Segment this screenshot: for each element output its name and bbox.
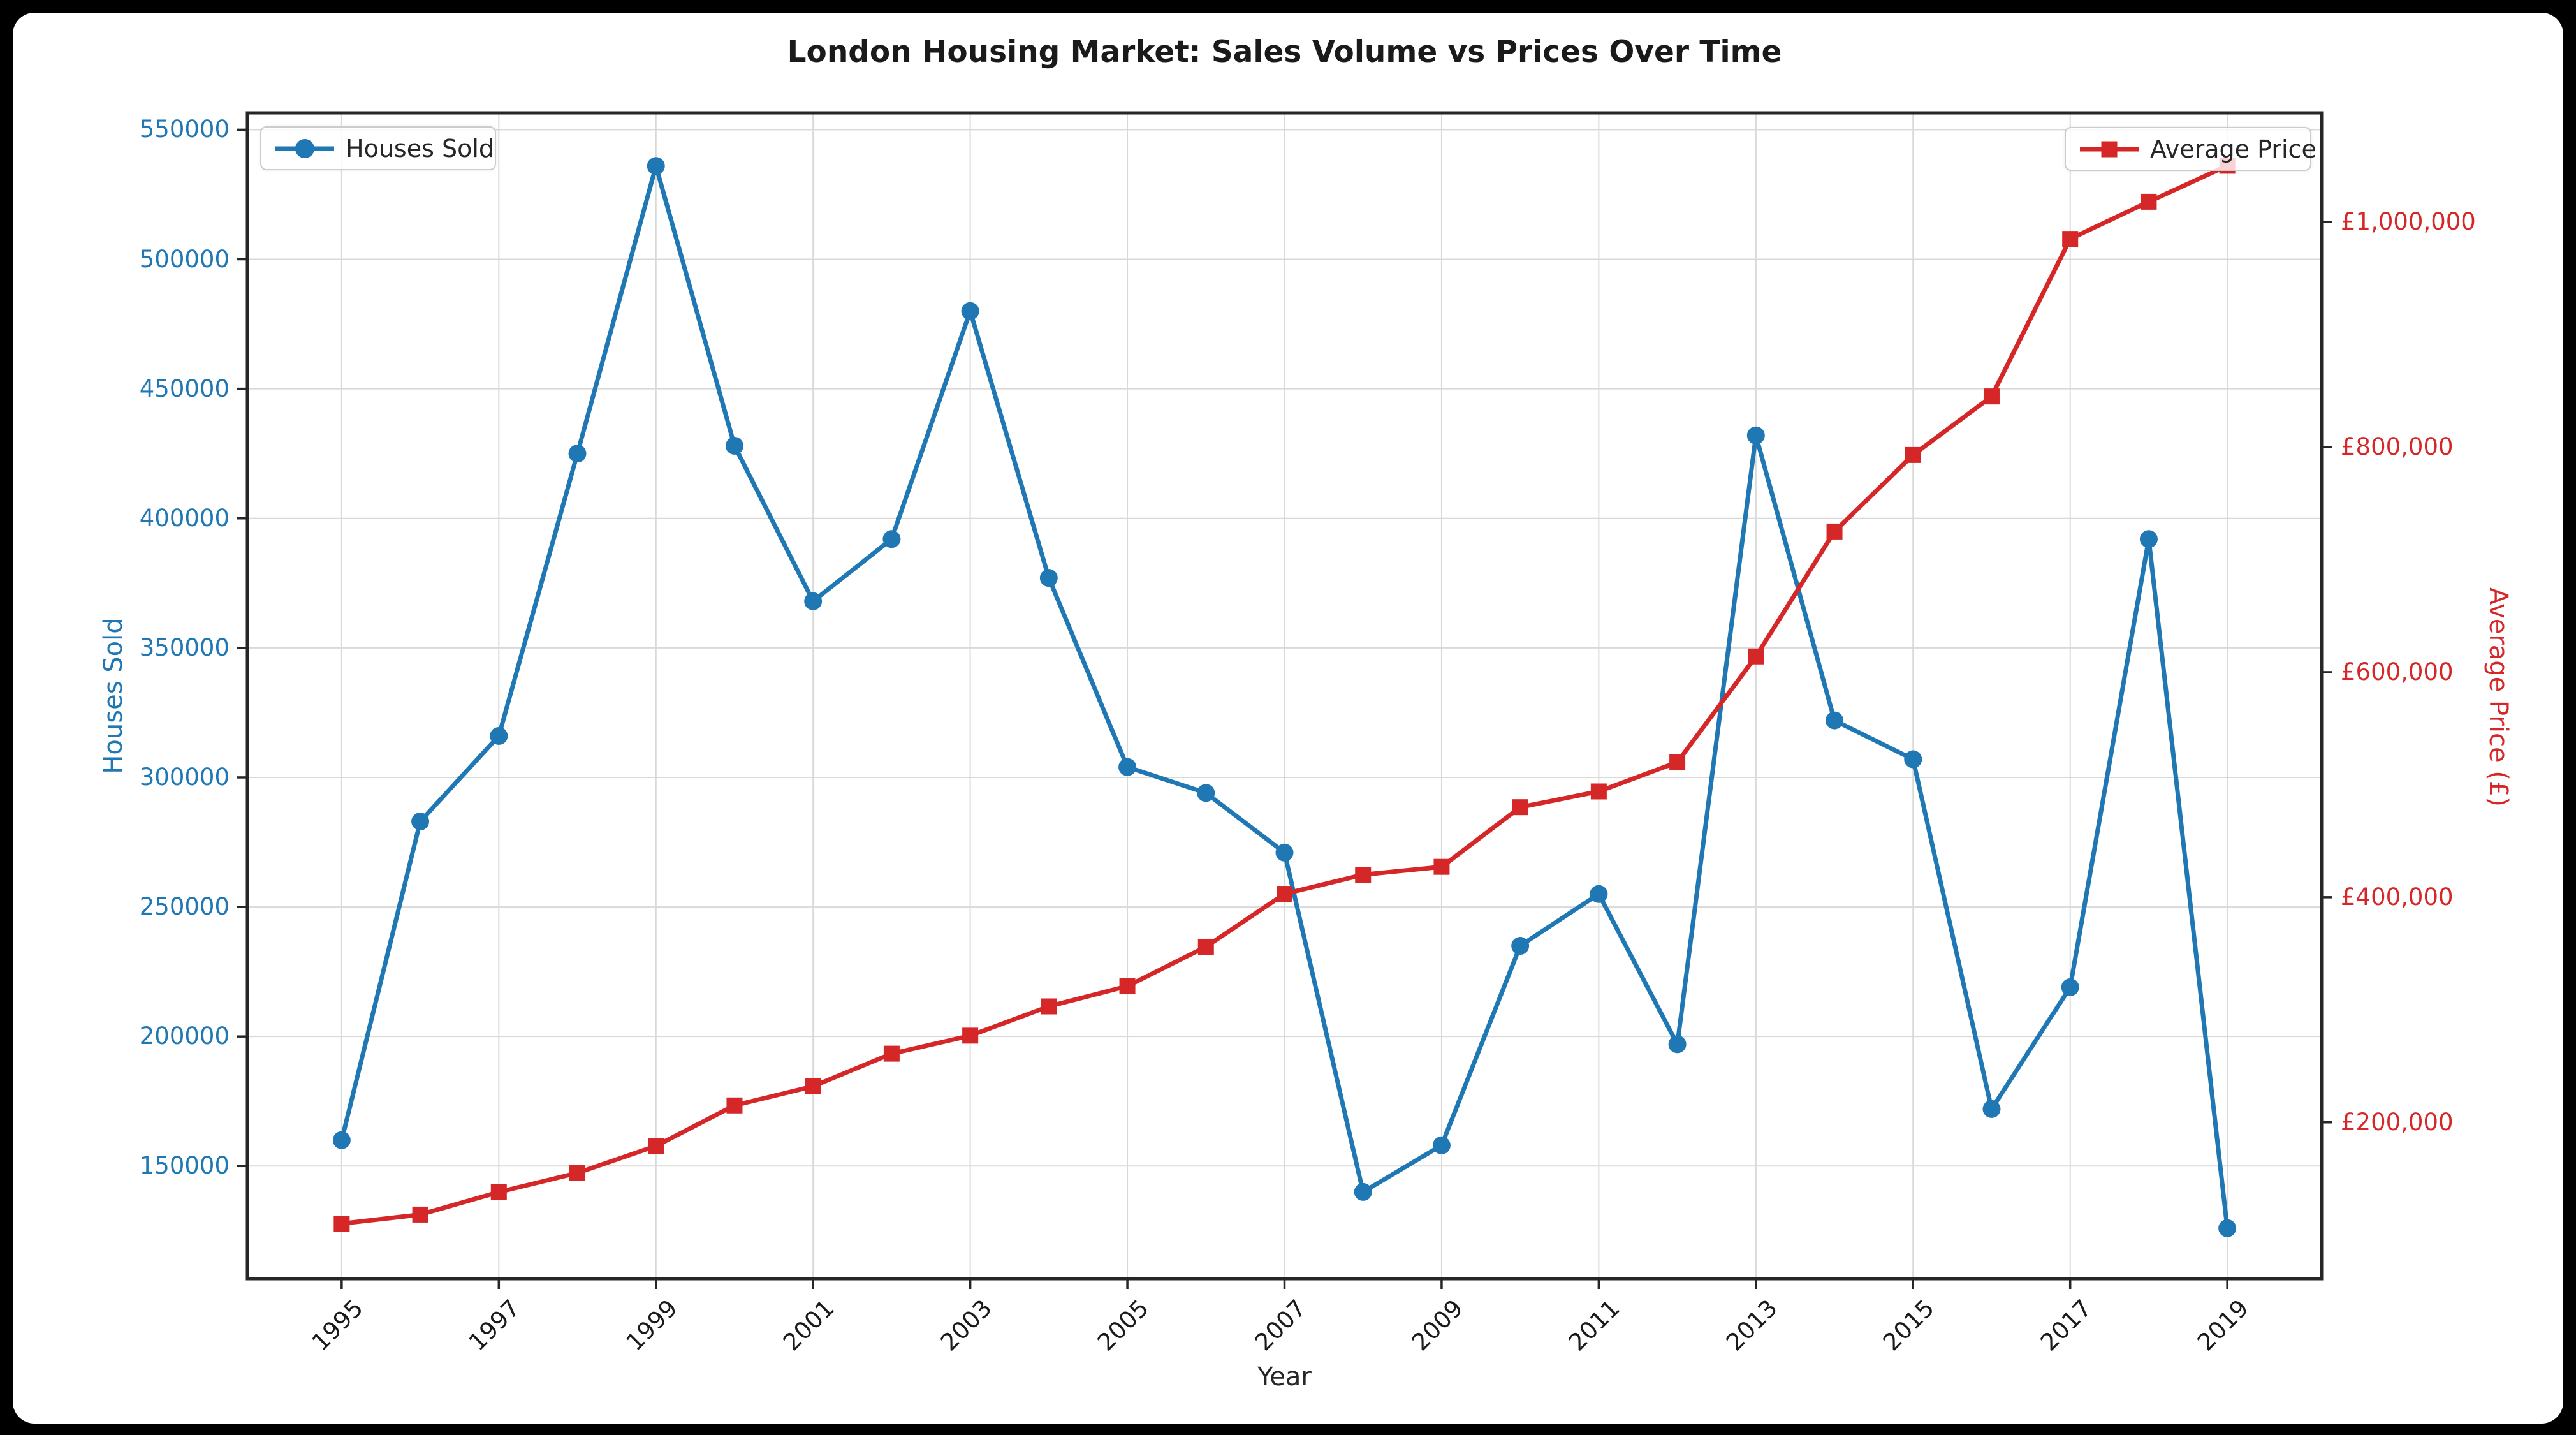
chart-title: London Housing Market: Sales Volume vs P…: [787, 34, 1782, 70]
houses-sold-marker: [568, 445, 587, 463]
houses-sold-marker: [1197, 784, 1215, 802]
average-price-marker: [805, 1078, 821, 1094]
average-price-marker: [2062, 231, 2079, 247]
houses-sold-marker: [1511, 937, 1530, 955]
houses-sold-marker: [1904, 750, 1922, 769]
left-y-tick-label: 550000: [139, 115, 230, 144]
left-y-tick-label: 300000: [139, 763, 230, 791]
houses-sold-marker: [647, 157, 665, 175]
average-price-marker: [962, 1027, 979, 1044]
average-price-marker: [1905, 446, 1921, 463]
series-layer: [332, 157, 2237, 1237]
houses-sold-marker: [2061, 978, 2079, 996]
average-price-marker: [1512, 799, 1528, 816]
houses-sold-marker: [1668, 1035, 1687, 1054]
houses-sold-marker: [882, 530, 901, 548]
average-price-marker: [883, 1045, 900, 1062]
average-price-marker: [1119, 978, 1136, 994]
average-price-marker: [1355, 867, 1372, 883]
left-y-tick-label: 250000: [139, 893, 230, 921]
legend-label: Houses Sold: [346, 134, 495, 163]
average-price-marker: [1041, 998, 1057, 1015]
houses-sold-marker: [1039, 569, 1058, 587]
legend-houses-sold: Houses Sold: [260, 126, 496, 170]
grid-layer: [247, 113, 2322, 1279]
average-price-marker: [1983, 388, 2000, 405]
average-price-marker: [1197, 938, 1214, 955]
houses-sold-marker: [1275, 843, 1294, 862]
left-y-tick-label: 500000: [139, 245, 230, 273]
average-price-marker: [1433, 858, 1450, 875]
houses-sold-marker: [1432, 1136, 1451, 1154]
average-price-marker: [2141, 193, 2157, 210]
average-price-marker: [569, 1165, 586, 1181]
left-y-tick-label: 350000: [139, 633, 230, 661]
x-axis-label: Year: [1257, 1362, 1312, 1392]
houses-sold-marker: [1982, 1100, 2001, 1118]
average-price-marker: [1277, 886, 1292, 902]
left-y-tick-label: 400000: [139, 504, 230, 532]
houses-sold-legend-swatch: [275, 136, 334, 161]
houses-sold-marker: [2218, 1219, 2237, 1237]
right-y-axis-label: Average Price (£): [2484, 587, 2513, 807]
houses-sold-marker: [1746, 426, 1765, 445]
average-price-marker: [333, 1216, 350, 1232]
axes-layer: [237, 111, 2332, 1289]
legend-label: Average Price: [2150, 135, 2316, 163]
left-y-tick-label: 200000: [139, 1022, 230, 1050]
houses-sold-marker: [490, 726, 508, 745]
figure-background: [13, 13, 2563, 1424]
houses-sold-marker: [1118, 758, 1137, 776]
houses-sold-marker: [411, 813, 430, 831]
average-price-marker-icon: [2101, 141, 2118, 157]
average-price-marker: [1826, 523, 1843, 540]
right-y-tick-label: £200,000: [2341, 1108, 2454, 1136]
legend-average-price: Average Price: [2065, 127, 2316, 171]
average-price-marker: [648, 1138, 664, 1154]
right-y-tick-label: £600,000: [2341, 658, 2454, 686]
average-price-marker: [726, 1097, 743, 1114]
left-y-tick-label: 450000: [139, 374, 230, 402]
average-price-marker: [1748, 648, 1764, 665]
left-y-axis-label: Houses Sold: [99, 617, 128, 774]
houses-sold-marker: [804, 592, 823, 610]
houses-sold-marker: [1354, 1182, 1372, 1201]
houses-sold-marker: [961, 302, 979, 320]
average-price-legend-swatch: [2080, 136, 2139, 162]
average-price-marker: [1669, 754, 1686, 770]
average-price-marker: [1590, 783, 1607, 800]
houses-sold-marker: [1590, 885, 1608, 903]
left-y-tick-label: 150000: [139, 1152, 230, 1180]
right-y-tick-label: £800,000: [2341, 433, 2454, 461]
right-y-tick-label: £1,000,000: [2341, 208, 2476, 236]
average-price-marker: [490, 1184, 507, 1200]
houses-sold-marker: [725, 436, 743, 455]
right-y-tick-label: £400,000: [2341, 883, 2454, 911]
houses-sold-marker: [2139, 530, 2158, 548]
average-price-marker: [412, 1206, 428, 1223]
houses-sold-marker-icon: [295, 138, 314, 158]
houses-sold-marker: [1826, 711, 1844, 730]
houses-sold-marker: [332, 1131, 351, 1149]
